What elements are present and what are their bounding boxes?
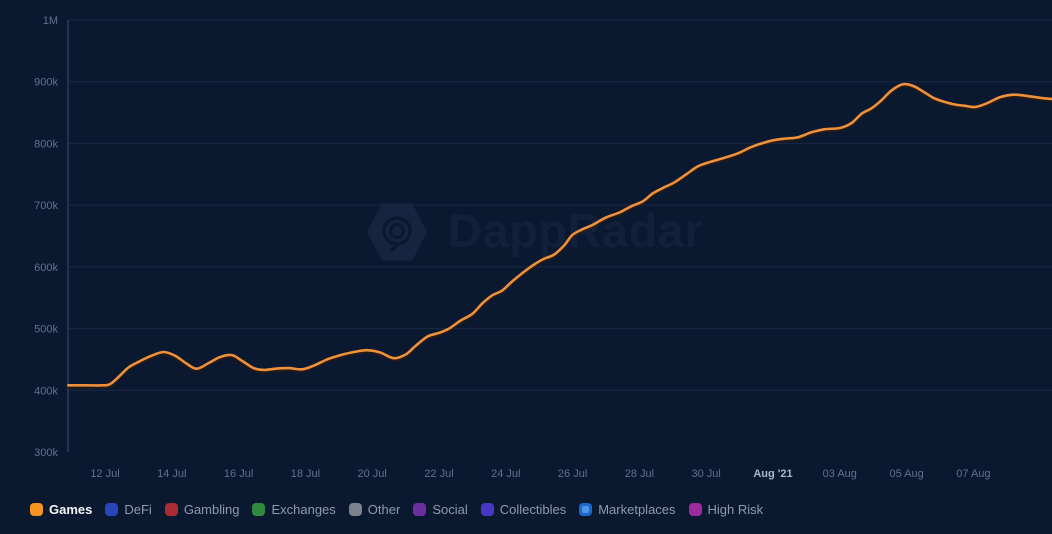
y-tick-label: 800k: [34, 138, 58, 150]
y-tick-label: 500k: [34, 324, 58, 336]
y-tick-label: 600k: [34, 262, 58, 274]
legend-label-other: Other: [367, 502, 401, 517]
x-tick-label: Aug '21: [753, 468, 792, 480]
x-tick-label: 22 Jul: [424, 468, 453, 480]
legend-item-gambling[interactable]: Gambling: [164, 502, 240, 517]
social-swatch-icon: [413, 503, 427, 516]
x-tick-label: 30 Jul: [692, 468, 721, 480]
x-tick-label: 24 Jul: [491, 468, 520, 480]
exchanges-swatch-icon: [252, 503, 266, 516]
legend-label-social: Social: [432, 502, 468, 517]
legend-label-high-risk: High Risk: [707, 502, 764, 517]
games-series-line[interactable]: [67, 82, 1052, 387]
x-tick-label: 28 Jul: [625, 468, 654, 480]
legend-item-marketplaces[interactable]: Marketplaces: [579, 502, 676, 517]
defi-swatch-icon: [105, 503, 119, 516]
legend-label-exchanges: Exchanges: [271, 502, 336, 517]
y-tick-label: 300k: [34, 447, 58, 459]
legend-label-defi: DeFi: [124, 502, 152, 517]
other-swatch-icon: [348, 503, 362, 516]
games-series-shadow: [66, 84, 1052, 389]
x-tick-label: 07 Aug: [956, 468, 990, 480]
gambling-swatch-icon: [164, 503, 178, 516]
legend-item-high-risk[interactable]: High Risk: [688, 502, 764, 517]
y-axis-tick-labels: 1M 900k 800k 700k 600k 500k 400k 300k: [34, 15, 58, 459]
x-tick-label: 14 Jul: [157, 468, 186, 480]
legend-label-gambling: Gambling: [183, 502, 240, 517]
x-tick-label: 12 Jul: [90, 468, 119, 480]
legend-item-defi[interactable]: DeFi: [105, 502, 152, 517]
legend-label-games: Games: [49, 502, 93, 517]
y-tick-label: 400k: [34, 385, 58, 397]
legend-item-exchanges[interactable]: Exchanges: [252, 502, 336, 517]
legend-item-other[interactable]: Other: [348, 502, 401, 517]
legend-label-marketplaces: Marketplaces: [598, 502, 676, 517]
y-tick-label: 700k: [34, 200, 58, 212]
category-legend: Games DeFi Gambling Exchanges Other Social Col…: [30, 503, 763, 516]
legend-item-collectibles[interactable]: Collectibles: [480, 502, 567, 517]
x-tick-label: 26 Jul: [558, 468, 587, 480]
x-tick-label: 05 Aug: [889, 468, 923, 480]
x-tick-label: 03 Aug: [823, 468, 857, 480]
x-tick-label: 18 Jul: [291, 468, 320, 480]
legend-label-collectibles: Collectibles: [499, 502, 567, 517]
games-swatch-icon: [30, 503, 43, 516]
gridlines: [68, 19, 1052, 391]
marketplaces-swatch-icon: [579, 503, 593, 516]
y-tick-label: 900k: [34, 77, 58, 89]
x-tick-label: 16 Jul: [224, 468, 253, 480]
x-axis-tick-labels: 12 Jul 14 Jul 16 Jul 18 Jul 20 Jul 22 Jul 24 J…: [90, 468, 990, 480]
legend-item-games[interactable]: Games: [30, 503, 92, 516]
x-tick-label: 20 Jul: [358, 468, 387, 480]
high-risk-swatch-icon: [688, 503, 702, 516]
y-tick-label: 1M: [43, 15, 58, 27]
collectibles-swatch-icon: [480, 503, 494, 516]
marketplaces-swatch-inner-icon: [582, 506, 590, 513]
legend-item-social[interactable]: Social: [413, 502, 468, 517]
